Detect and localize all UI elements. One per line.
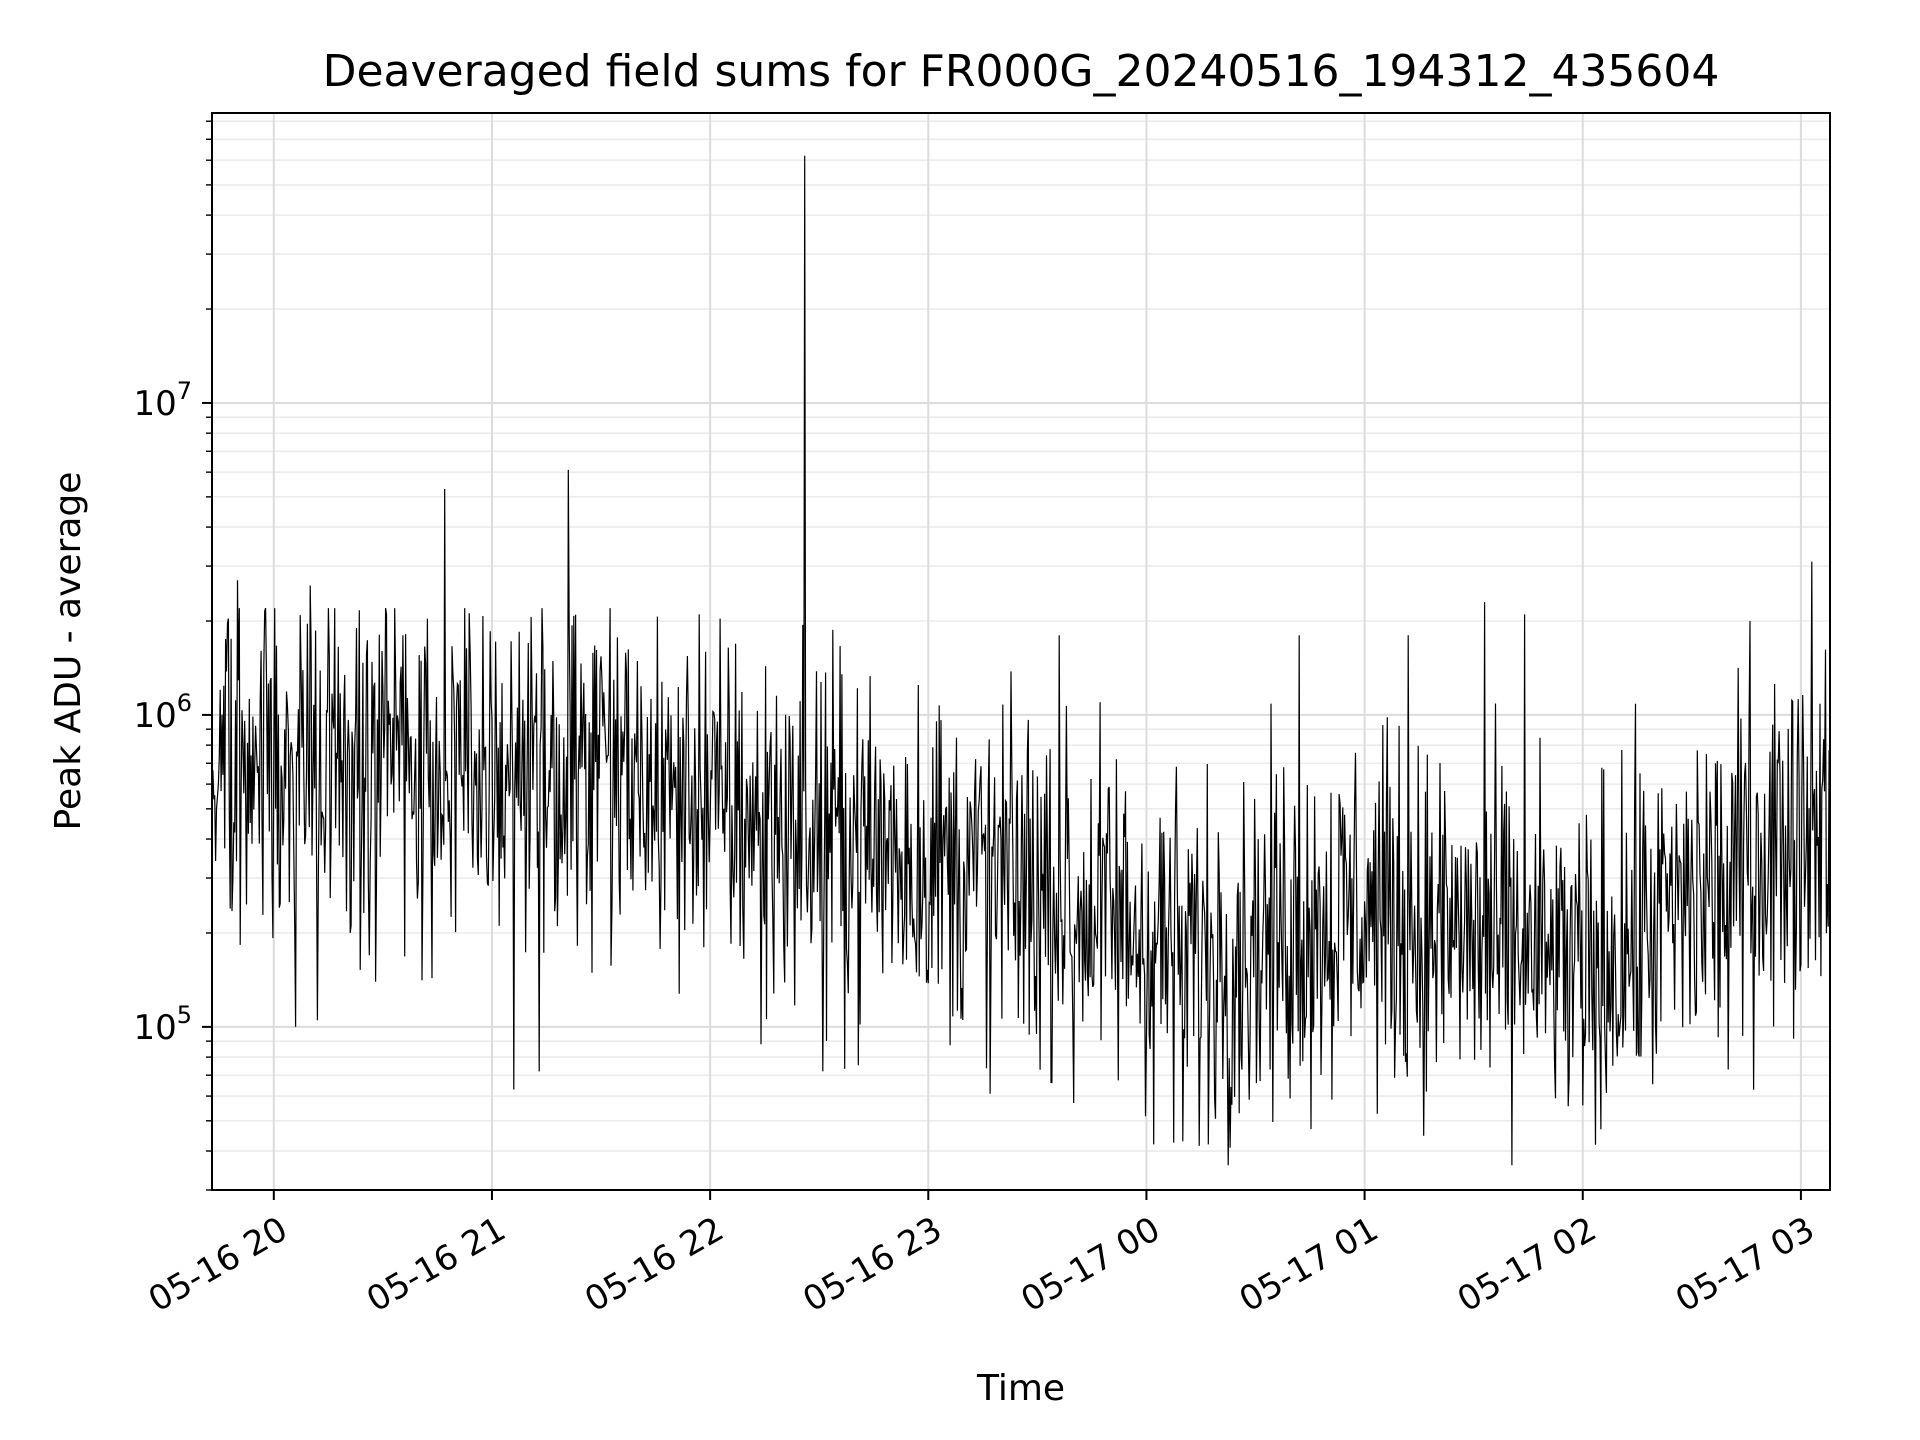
series-group [211, 155, 1831, 1166]
x-axis-label: Time [976, 1368, 1065, 1409]
plot-area [212, 113, 1830, 1190]
y-tick-label: 107 [133, 377, 192, 424]
y-tick-label: 106 [133, 689, 192, 736]
y-axis-label: Peak ADU - average [48, 472, 89, 831]
plot-frame [211, 112, 1831, 1191]
series-line [211, 155, 1831, 1166]
y-tick-label: 105 [133, 1001, 192, 1048]
chart-title: Deaveraged field sums for FR000G_2024051… [323, 46, 1720, 97]
